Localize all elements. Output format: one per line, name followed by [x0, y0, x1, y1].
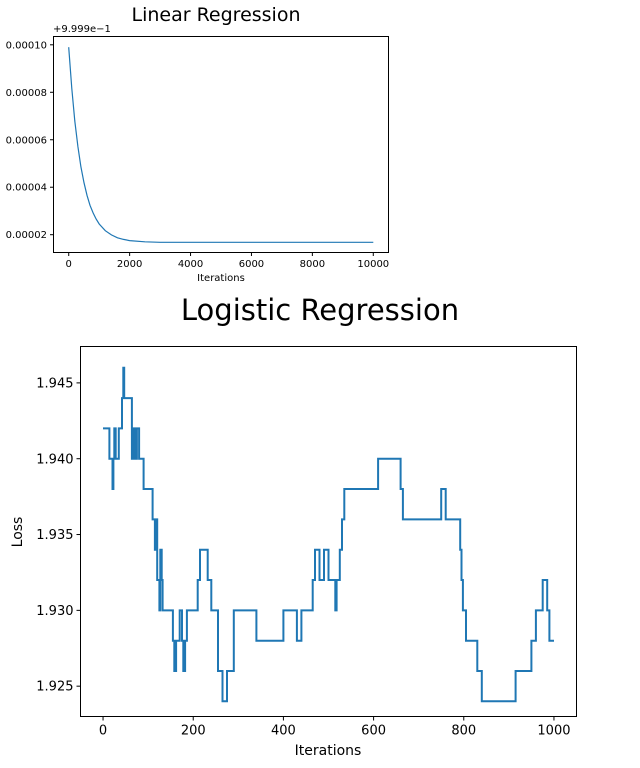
y-tick-label: 0.00010 — [6, 40, 47, 51]
tick-group: 0 200 400 600 800 1000 1.925 1.930 1.935 1.940 1.9… — [36, 376, 570, 738]
x-tick-label: 6000 — [239, 259, 264, 270]
series-line-1 — [68, 47, 374, 243]
x-tick-label: 200 — [181, 724, 206, 739]
x-tick-label: 800 — [451, 724, 476, 739]
x-tick-label: 1000 — [537, 724, 570, 739]
y-axis-label: Loss — [10, 517, 26, 548]
y-tick-label: 0.00002 — [6, 230, 47, 241]
series-group — [68, 47, 374, 243]
x-tick-label: 0 — [99, 724, 107, 739]
y-tick-label: 0.00006 — [6, 135, 47, 146]
x-tick-label: 400 — [271, 724, 296, 739]
x-tick-label: 0 — [66, 259, 72, 270]
y-tick-label: 1.930 — [36, 604, 73, 619]
series-group — [103, 366, 554, 703]
chart-title: Linear Regression — [131, 4, 300, 26]
plot-area-frame — [53, 36, 389, 253]
y-tick-label: 0.00004 — [6, 183, 47, 194]
x-tick-label: 10000 — [357, 259, 389, 270]
x-axis-label: Iterations — [197, 273, 245, 284]
x-tick-label: 4000 — [178, 259, 203, 270]
chart-title: Logistic Regression — [181, 293, 459, 327]
y-tick-label: 1.945 — [36, 376, 73, 391]
plot-area-frame — [80, 346, 577, 717]
x-tick-label: 8000 — [300, 259, 325, 270]
logistic-regression-chart: Logistic Regression 0 200 400 600 800 1000 1.9… — [10, 293, 577, 759]
x-tick-label: 2000 — [117, 259, 142, 270]
y-tick-label: 0.00008 — [6, 88, 47, 99]
y-tick-label: 1.940 — [36, 452, 73, 467]
series-line-1 — [103, 366, 554, 703]
y-offset-label: +9.999e−1 — [53, 24, 111, 35]
y-tick-label: 1.935 — [36, 528, 73, 543]
x-tick-label: 600 — [361, 724, 386, 739]
x-axis-label: Iterations — [295, 743, 362, 759]
linear-regression-chart: Linear Regression +9.999e−1 0 2000 4000 600… — [6, 4, 390, 284]
tick-group: 0 2000 4000 6000 8000 10000 0.00002 0.00004 0.00… — [6, 40, 390, 270]
y-tick-label: 1.925 — [36, 680, 73, 695]
